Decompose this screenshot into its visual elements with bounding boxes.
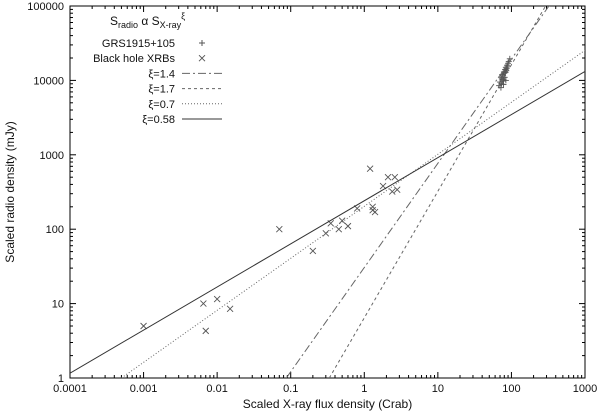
axis-ticks: 0.0001 0.001 0.01 0.1 1 10 100 1000 1 10 100 1000 10… (27, 1, 597, 395)
legend-entry: ξ=1.7 (148, 84, 222, 96)
series-points-1 (140, 165, 401, 335)
cross-point (369, 203, 376, 211)
plus-point (499, 78, 506, 85)
y-tick-label: 1 (58, 373, 64, 385)
legend-label: Black hole XRBs (93, 53, 175, 65)
cross-point (202, 327, 210, 335)
legend-entry: ξ=0.58 (142, 114, 222, 126)
cross-point (393, 186, 401, 193)
y-tick-label: 10000 (33, 75, 64, 87)
plus-point (497, 84, 504, 91)
legend-title: Sradio α SX-rayξ (110, 11, 185, 30)
cross-point (200, 300, 207, 307)
cross-point (338, 217, 346, 225)
legend-label: ξ=0.7 (148, 99, 175, 111)
plus-point (502, 77, 509, 84)
series-line-5 (70, 70, 585, 374)
fit-line (285, 6, 550, 378)
plus-point (500, 81, 507, 88)
series-line-4 (121, 49, 585, 378)
legend: Sradio α SX-rayξ GRS1915+105 Black hole XR… (93, 11, 222, 126)
plot-area-border (69, 5, 586, 379)
cross-point (213, 295, 221, 303)
y-tick-label: 100 (46, 224, 64, 236)
x-tick-label: 0.01 (206, 383, 227, 395)
cross-point (322, 230, 330, 237)
series-line-2 (285, 6, 550, 378)
y-tick-label: 1000 (40, 150, 64, 162)
x-tick-label: 1000 (573, 383, 597, 395)
series-line-3 (328, 6, 547, 378)
cross-point (140, 322, 147, 330)
cross-point (275, 225, 283, 233)
cross-point (366, 165, 374, 173)
legend-entry: ξ=1.4 (148, 68, 222, 80)
cross-point (309, 247, 317, 255)
legend-label: ξ=0.58 (142, 114, 175, 126)
x-axis-title: Scaled X-ray flux density (Crab) (243, 397, 412, 411)
cross-point (388, 188, 396, 195)
x-tick-label: 1 (361, 383, 367, 395)
series-layer (70, 6, 585, 378)
x-tick-label: 0.0001 (53, 383, 87, 395)
plus-point (504, 63, 511, 70)
plot-frame (69, 5, 586, 379)
fit-line (121, 49, 585, 378)
cross-point (335, 225, 343, 233)
x-tick-label: 0.001 (130, 383, 158, 395)
cross-point (226, 305, 234, 313)
y-tick-label: 100000 (27, 1, 64, 13)
fit-line (70, 70, 585, 374)
fit-line (328, 6, 547, 378)
cross-point (344, 222, 352, 230)
cross-point (384, 173, 392, 181)
legend-entry: Black hole XRBs (93, 53, 206, 65)
legend-label: ξ=1.4 (148, 68, 175, 80)
legend-label: ξ=1.7 (148, 84, 175, 96)
legend-label: GRS1915+105 (102, 38, 175, 50)
y-tick-label: 10 (52, 299, 64, 311)
legend-entry: GRS1915+105 (102, 38, 205, 50)
x-tick-label: 0.1 (283, 383, 298, 395)
legend-entry: ξ=0.7 (148, 99, 222, 111)
cross-point (391, 173, 399, 181)
x-tick-label: 100 (502, 383, 520, 395)
x-tick-label: 10 (432, 383, 444, 395)
cross-point (371, 208, 379, 216)
y-axis-title: Scaled radio density (mJy) (3, 121, 17, 262)
